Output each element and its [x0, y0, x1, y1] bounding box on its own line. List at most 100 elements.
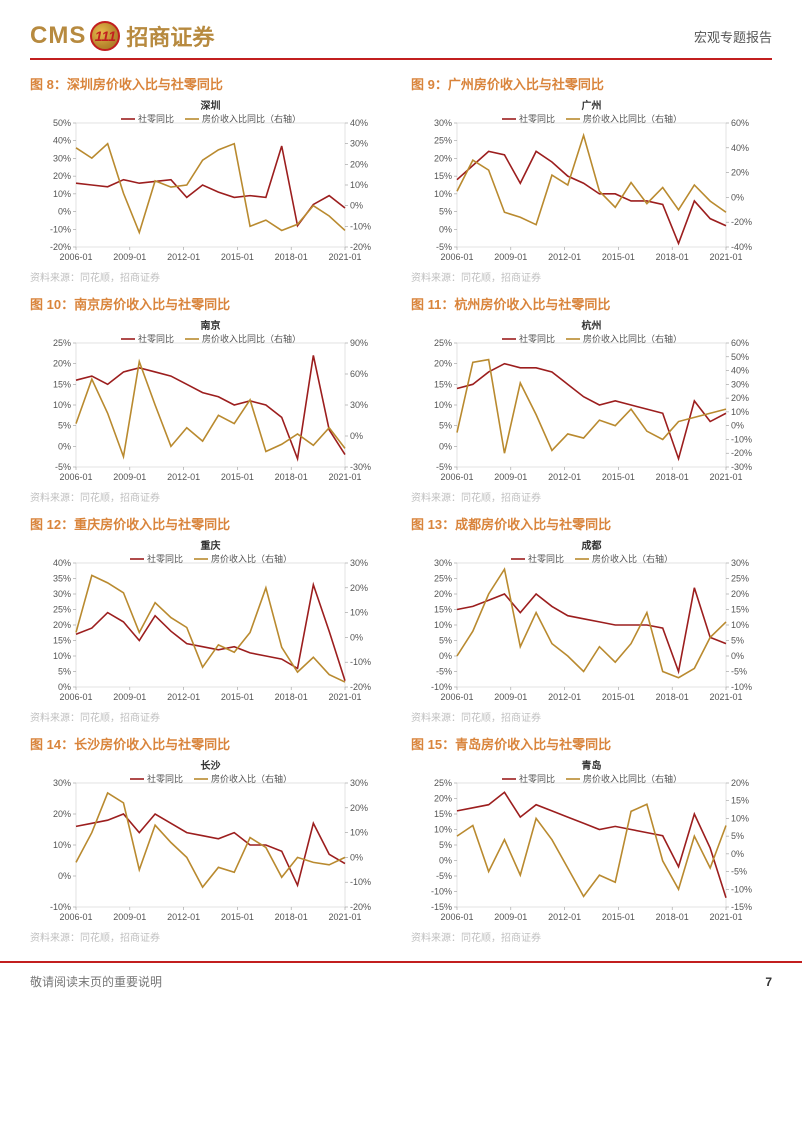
svg-text:2006-01: 2006-01: [440, 472, 473, 482]
svg-text:2012-01: 2012-01: [548, 912, 581, 922]
svg-text:房价收入比（右轴）: 房价收入比（右轴）: [211, 773, 292, 784]
svg-text:20%: 20%: [434, 359, 452, 369]
chart-container: 深圳社零同比房价收入比同比（右轴）-20%-10%0%10%20%30%40%5…: [30, 97, 391, 267]
svg-text:30%: 30%: [53, 778, 71, 788]
figure-title: 图 12：重庆房价收入比与社零同比: [30, 514, 391, 533]
svg-text:-5%: -5%: [55, 462, 71, 472]
figure-title: 图 15：青岛房价收入比与社零同比: [411, 734, 772, 753]
svg-text:0%: 0%: [439, 224, 452, 234]
svg-text:10%: 10%: [350, 828, 368, 838]
figure-cell: 图 10：南京房价收入比与社零同比南京社零同比房价收入比同比（右轴）-5%0%5…: [30, 292, 391, 506]
svg-text:-5%: -5%: [436, 667, 452, 677]
svg-text:15%: 15%: [434, 171, 452, 181]
svg-text:2015-01: 2015-01: [221, 692, 254, 702]
svg-text:2015-01: 2015-01: [221, 252, 254, 262]
chart-container: 成都社零同比房价收入比（右轴）-10%-5%0%5%10%15%20%25%30…: [411, 537, 772, 707]
svg-text:50%: 50%: [731, 352, 749, 362]
svg-text:5%: 5%: [439, 421, 452, 431]
svg-text:25%: 25%: [434, 338, 452, 348]
svg-text:2009-01: 2009-01: [494, 252, 527, 262]
figure-title: 图 14：长沙房价收入比与社零同比: [30, 734, 391, 753]
svg-text:10%: 10%: [731, 407, 749, 417]
svg-text:2009-01: 2009-01: [494, 692, 527, 702]
svg-text:2006-01: 2006-01: [440, 252, 473, 262]
svg-text:2012-01: 2012-01: [548, 252, 581, 262]
chart-container: 广州社零同比房价收入比同比（右轴）-5%0%5%10%15%20%25%30%-…: [411, 97, 772, 267]
svg-text:房价收入比同比（右轴）: 房价收入比同比（右轴）: [202, 113, 301, 124]
svg-text:35%: 35%: [53, 574, 71, 584]
svg-text:2006-01: 2006-01: [440, 692, 473, 702]
svg-text:30%: 30%: [350, 558, 368, 568]
svg-text:0%: 0%: [350, 632, 363, 642]
svg-text:社零同比: 社零同比: [147, 773, 183, 784]
figure-title: 图 10：南京房价收入比与社零同比: [30, 294, 391, 313]
svg-text:0%: 0%: [350, 201, 363, 211]
logo-text-cms: CMS: [30, 22, 86, 50]
svg-text:-20%: -20%: [50, 242, 71, 252]
svg-text:-10%: -10%: [431, 682, 452, 692]
figure-source: 资料来源：同花顺，招商证券: [30, 269, 391, 284]
svg-text:社零同比: 社零同比: [519, 773, 555, 784]
svg-text:10%: 10%: [350, 608, 368, 618]
svg-text:2009-01: 2009-01: [113, 692, 146, 702]
svg-text:2009-01: 2009-01: [494, 912, 527, 922]
chart-container: 青岛社零同比房价收入比同比（右轴）-15%-10%-5%0%5%10%15%20…: [411, 757, 772, 927]
figure-source: 资料来源：同花顺，招商证券: [411, 269, 772, 284]
chart-svg: 重庆社零同比房价收入比（右轴）0%5%10%15%20%25%30%35%40%…: [30, 537, 391, 707]
svg-text:2012-01: 2012-01: [167, 472, 200, 482]
svg-text:-20%: -20%: [731, 217, 752, 227]
svg-text:60%: 60%: [731, 338, 749, 348]
svg-text:-20%: -20%: [350, 242, 371, 252]
svg-text:0%: 0%: [439, 856, 452, 866]
svg-text:0%: 0%: [350, 431, 363, 441]
svg-text:0%: 0%: [731, 421, 744, 431]
svg-text:20%: 20%: [350, 159, 368, 169]
svg-text:25%: 25%: [434, 778, 452, 788]
svg-text:10%: 10%: [434, 825, 452, 835]
chart-container: 重庆社零同比房价收入比（右轴）0%5%10%15%20%25%30%35%40%…: [30, 537, 391, 707]
svg-text:0%: 0%: [731, 651, 744, 661]
svg-text:5%: 5%: [58, 421, 71, 431]
svg-text:2021-01: 2021-01: [709, 912, 742, 922]
svg-text:2012-01: 2012-01: [167, 692, 200, 702]
svg-text:社零同比: 社零同比: [138, 113, 174, 124]
svg-text:2021-01: 2021-01: [328, 472, 361, 482]
svg-text:社零同比: 社零同比: [519, 113, 555, 124]
svg-text:2009-01: 2009-01: [113, 252, 146, 262]
svg-text:成都: 成都: [582, 539, 602, 552]
svg-text:-30%: -30%: [731, 462, 752, 472]
svg-text:50%: 50%: [53, 118, 71, 128]
svg-text:-30%: -30%: [350, 462, 371, 472]
chart-svg: 深圳社零同比房价收入比同比（右轴）-20%-10%0%10%20%30%40%5…: [30, 97, 391, 267]
svg-text:25%: 25%: [53, 338, 71, 348]
figure-cell: 图 15：青岛房价收入比与社零同比青岛社零同比房价收入比同比（右轴）-15%-1…: [411, 732, 772, 946]
chart-container: 长沙社零同比房价收入比（右轴）-10%0%10%20%30%-20%-10%0%…: [30, 757, 391, 927]
svg-text:社零同比: 社零同比: [147, 553, 183, 564]
svg-text:青岛: 青岛: [582, 759, 602, 772]
chart-svg: 南京社零同比房价收入比同比（右轴）-5%0%5%10%15%20%25%-30%…: [30, 317, 391, 487]
svg-text:2009-01: 2009-01: [494, 472, 527, 482]
svg-text:2012-01: 2012-01: [167, 252, 200, 262]
svg-text:20%: 20%: [731, 393, 749, 403]
chart-svg: 广州社零同比房价收入比同比（右轴）-5%0%5%10%15%20%25%30%-…: [411, 97, 772, 267]
svg-text:20%: 20%: [434, 794, 452, 804]
svg-text:2012-01: 2012-01: [167, 912, 200, 922]
logo-emblem: 111: [90, 21, 120, 51]
chart-svg: 青岛社零同比房价收入比同比（右轴）-15%-10%-5%0%5%10%15%20…: [411, 757, 772, 927]
svg-text:0%: 0%: [439, 441, 452, 451]
figure-source: 资料来源：同花顺，招商证券: [411, 709, 772, 724]
svg-text:深圳: 深圳: [201, 99, 221, 112]
svg-text:25%: 25%: [434, 136, 452, 146]
svg-text:2012-01: 2012-01: [548, 692, 581, 702]
svg-text:2015-01: 2015-01: [221, 912, 254, 922]
svg-text:-10%: -10%: [731, 884, 752, 894]
svg-text:10%: 10%: [53, 400, 71, 410]
svg-text:-40%: -40%: [731, 242, 752, 252]
svg-text:15%: 15%: [731, 605, 749, 615]
chart-svg: 长沙社零同比房价收入比（右轴）-10%0%10%20%30%-20%-10%0%…: [30, 757, 391, 927]
chart-container: 杭州社零同比房价收入比同比（右轴）-5%0%5%10%15%20%25%-30%…: [411, 317, 772, 487]
svg-text:10%: 10%: [434, 620, 452, 630]
svg-text:40%: 40%: [53, 558, 71, 568]
svg-text:40%: 40%: [731, 366, 749, 376]
svg-text:社零同比: 社零同比: [528, 553, 564, 564]
